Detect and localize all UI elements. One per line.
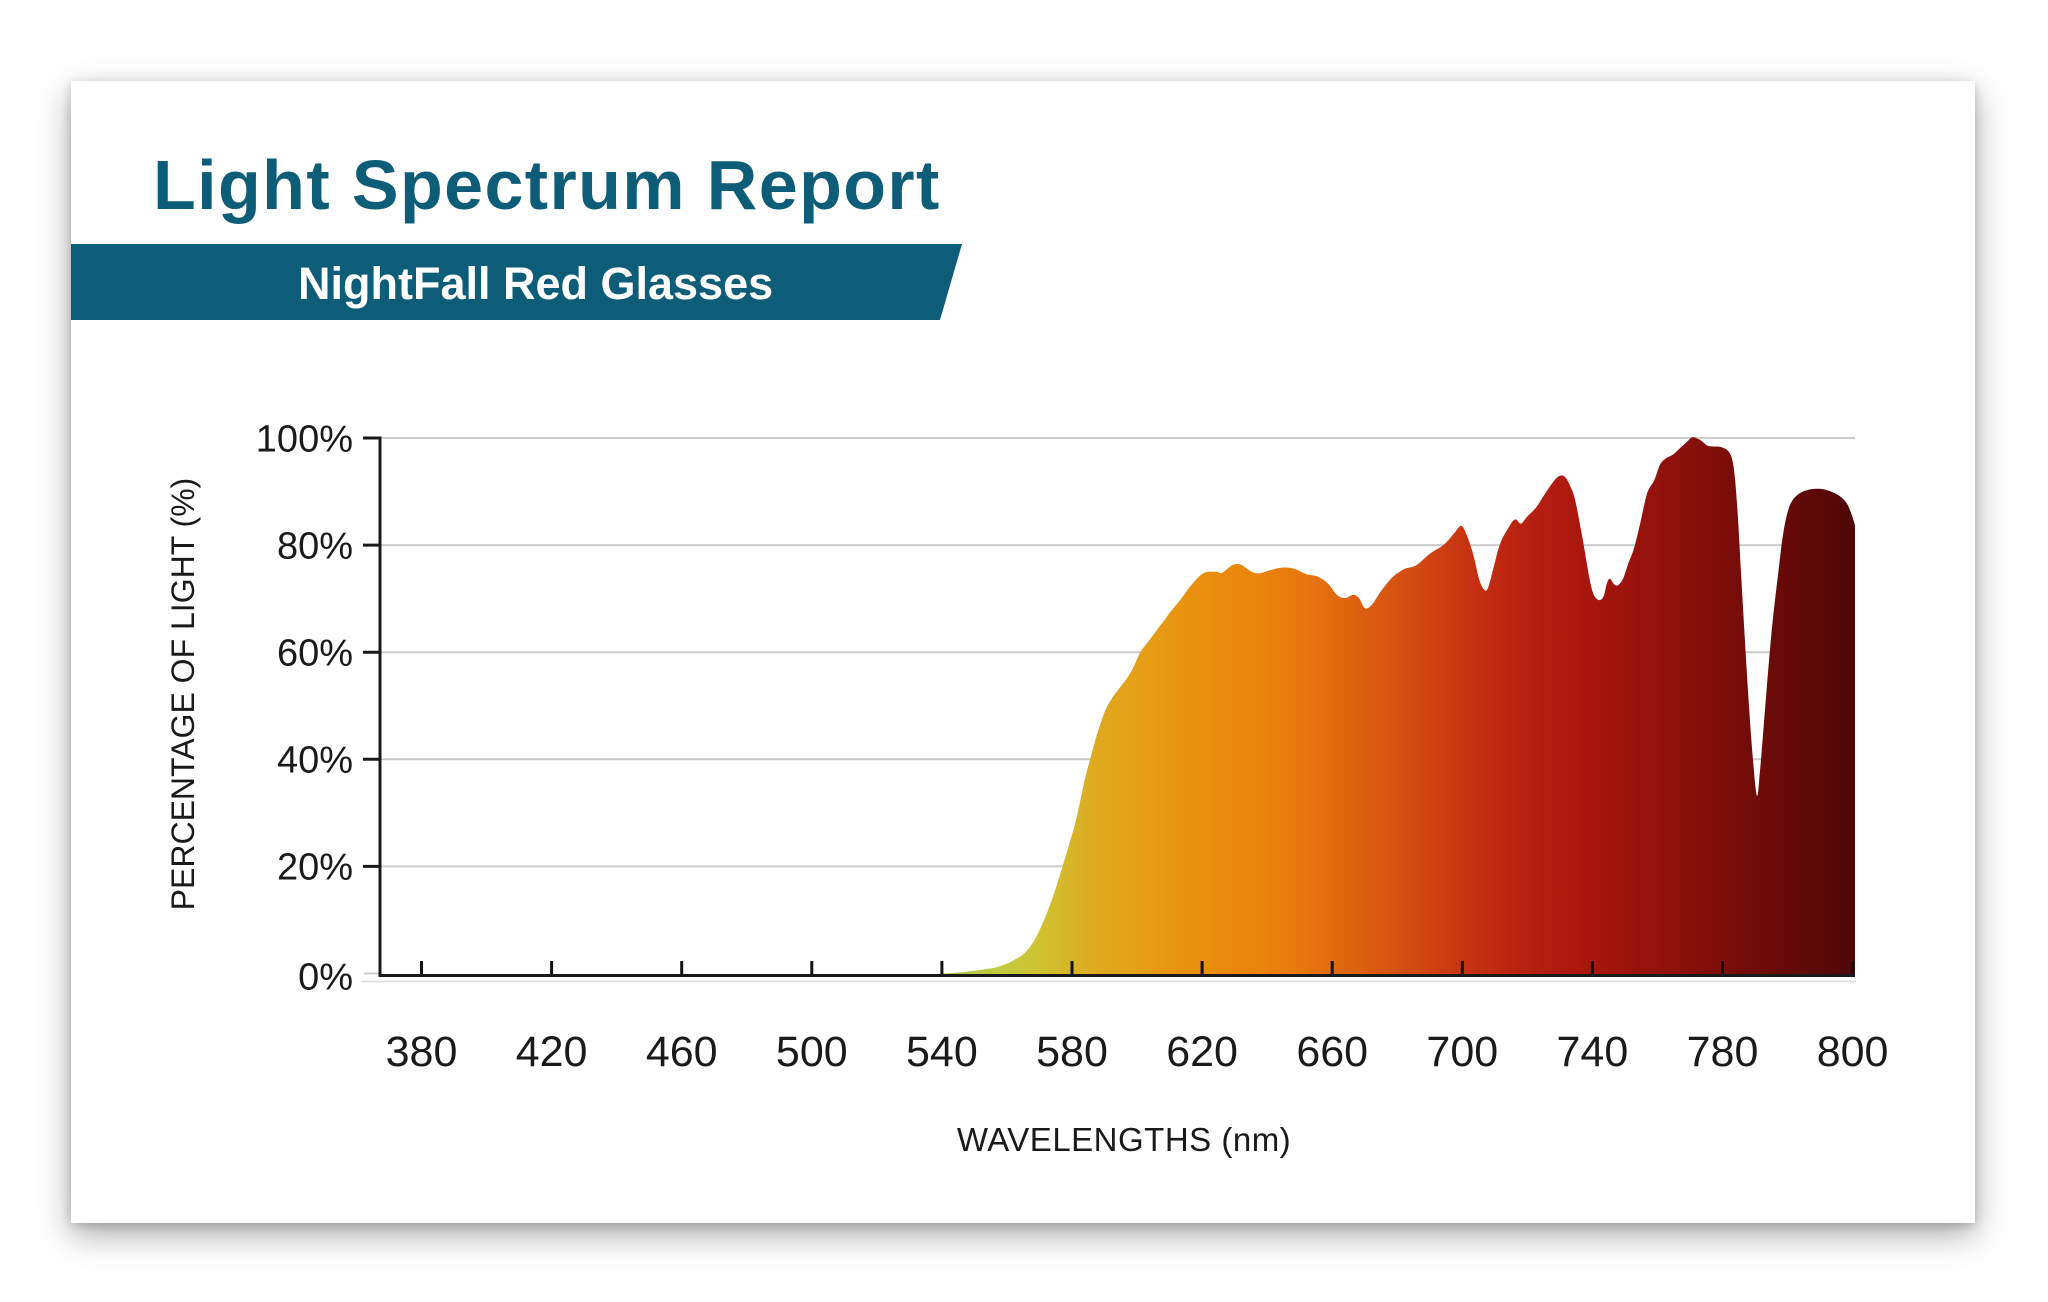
svg-text:740: 740	[1557, 1028, 1629, 1076]
svg-text:540: 540	[906, 1028, 978, 1076]
svg-text:PERCENTAGE OF LIGHT (%): PERCENTAGE OF LIGHT (%)	[165, 478, 201, 911]
svg-text:20%: 20%	[277, 847, 353, 889]
svg-text:660: 660	[1296, 1028, 1368, 1076]
svg-text:500: 500	[776, 1028, 848, 1076]
svg-text:WAVELENGTHS (nm): WAVELENGTHS (nm)	[957, 1121, 1291, 1158]
svg-text:580: 580	[1036, 1028, 1108, 1076]
svg-text:780: 780	[1687, 1028, 1759, 1076]
svg-text:0%: 0%	[298, 957, 353, 999]
svg-text:620: 620	[1166, 1028, 1238, 1076]
svg-text:100%: 100%	[256, 419, 353, 461]
svg-text:40%: 40%	[277, 740, 353, 782]
svg-text:380: 380	[386, 1028, 458, 1076]
svg-text:420: 420	[516, 1028, 588, 1076]
svg-text:700: 700	[1426, 1028, 1498, 1076]
svg-text:80%: 80%	[277, 526, 353, 568]
svg-text:460: 460	[646, 1028, 718, 1076]
svg-text:800: 800	[1817, 1028, 1889, 1076]
svg-text:60%: 60%	[277, 633, 353, 675]
